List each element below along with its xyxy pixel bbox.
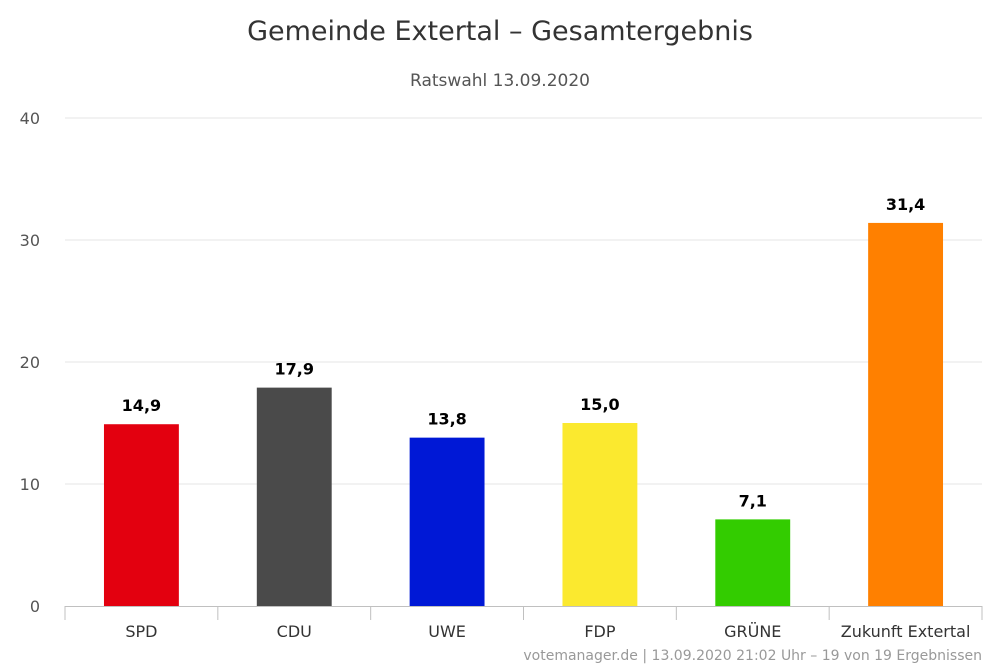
y-axis-ticks: 0 10 20 30 40 xyxy=(20,109,40,616)
x-category-label: Zukunft Extertal xyxy=(841,622,971,641)
x-category-label: FDP xyxy=(584,622,616,641)
x-axis: SPD CDU UWE FDP GRÜNE Zukunft Extertal xyxy=(64,606,983,641)
x-category-label: SPD xyxy=(125,622,157,641)
x-category-label: GRÜNE xyxy=(724,622,781,641)
y-tick-label: 30 xyxy=(20,231,40,250)
data-label: 14,9 xyxy=(122,396,161,415)
bar-zukunft-extertal[interactable] xyxy=(868,222,944,607)
bar-grüne[interactable] xyxy=(715,519,791,606)
y-tick-label: 10 xyxy=(20,475,40,494)
bar-spd[interactable] xyxy=(103,424,179,606)
data-label: 13,8 xyxy=(427,410,466,429)
data-labels: 14,9 17,9 13,8 15,0 7,1 31,4 xyxy=(122,195,926,510)
data-label: 17,9 xyxy=(275,360,314,379)
chart-title: Gemeinde Extertal – Gesamtergebnis xyxy=(247,16,753,47)
data-label: 7,1 xyxy=(739,491,767,510)
data-label: 31,4 xyxy=(886,195,925,214)
x-category-label: UWE xyxy=(428,622,466,641)
bars xyxy=(103,222,944,607)
bar-fdp[interactable] xyxy=(562,423,638,606)
data-label: 15,0 xyxy=(580,395,619,414)
chart-credits: votemanager.de | 13.09.2020 21:02 Uhr – … xyxy=(523,648,982,664)
chart-subtitle: Ratswahl 13.09.2020 xyxy=(410,71,590,91)
y-tick-label: 40 xyxy=(20,109,40,128)
bar-cdu[interactable] xyxy=(256,387,332,606)
bar-uwe[interactable] xyxy=(409,437,485,606)
y-tick-label: 20 xyxy=(20,353,40,372)
y-tick-label: 0 xyxy=(30,597,40,616)
x-category-label: CDU xyxy=(277,622,312,641)
gridlines xyxy=(65,117,982,485)
